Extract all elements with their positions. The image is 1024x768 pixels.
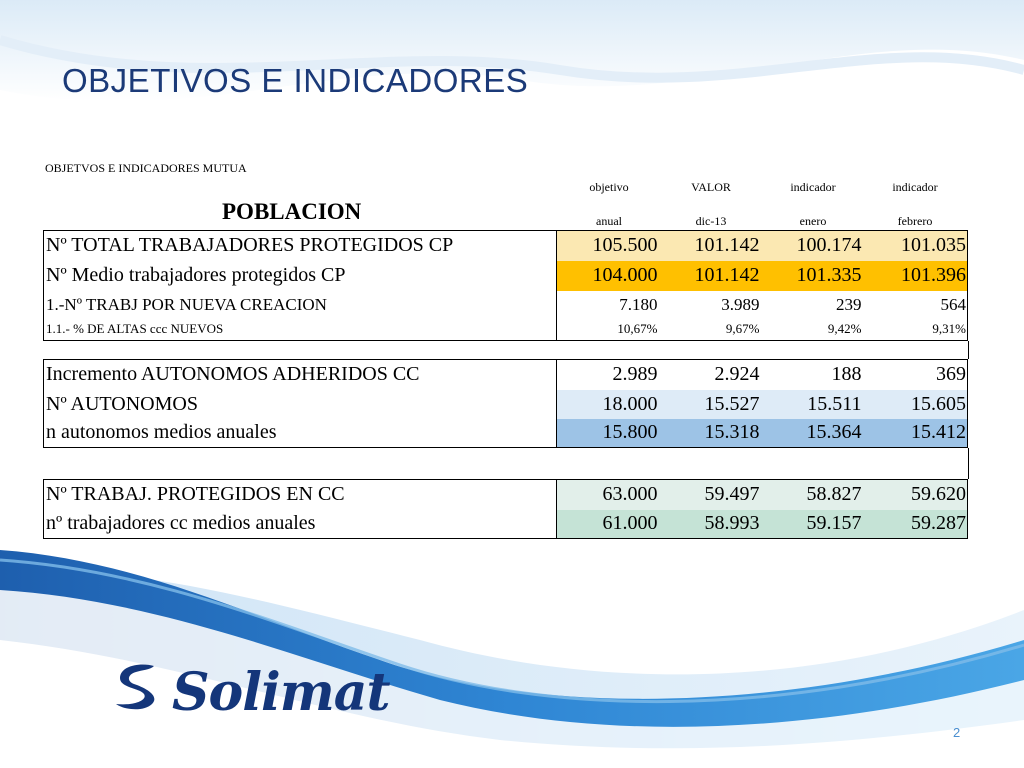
col-header-1-line1: objetivo — [589, 180, 629, 194]
row-label: Nº AUTONOMOS — [43, 389, 557, 419]
cell-valor: 3.989 — [721, 294, 760, 314]
row-label: 1.-Nº TRABJ POR NUEVA CREACION — [43, 290, 557, 319]
col-header-4-line2: febrero — [897, 214, 933, 228]
cell-enero: 15.511 — [760, 389, 863, 419]
table-group-autonomos: Incremento AUTONOMOS ADHERIDOS CC 2.989 … — [43, 359, 968, 448]
cell-valor: 9,67% — [658, 318, 761, 341]
cell-valor: 59.497 — [658, 479, 761, 510]
solimat-s-logo-icon — [116, 664, 155, 710]
table-gap — [43, 341, 969, 359]
table-row: Incremento AUTONOMOS ADHERIDOS CC 2.989 … — [43, 359, 968, 390]
cell-febrero: 369 — [862, 359, 968, 390]
cell-febrero: 101.396 — [862, 260, 968, 291]
cell-objetivo: 61.000 — [556, 509, 659, 539]
cell-enero: 58.827 — [760, 479, 863, 510]
table-row: Nº Medio trabajadores protegidos CP 104.… — [43, 260, 968, 291]
row-label: Nº TRABAJ. PROTEGIDOS EN CC — [43, 479, 557, 510]
table-subtitle: OBJETVOS E INDICADORES MUTUA — [45, 161, 247, 175]
table-row: n autonomos medios anuales 15.800 15.318… — [43, 418, 968, 448]
cell-enero: 9,42% — [760, 318, 863, 341]
cell-objetivo: 105.500 — [556, 230, 659, 261]
col-header-2-line1: VALOR — [691, 180, 731, 194]
page-number: 2 — [953, 725, 961, 740]
cell-enero: 101.335 — [760, 260, 863, 291]
row-label: 1.1.- % DE ALTAS ccc NUEVOS — [43, 318, 557, 341]
cell-febrero: 15.412 — [862, 418, 968, 448]
row-label: Nº TOTAL TRABAJADORES PROTEGIDOS CP — [43, 230, 557, 261]
cell-objetivo: 2.989 — [556, 359, 659, 390]
cell-febrero: 101.035 — [862, 230, 968, 261]
row-label: n autonomos medios anuales — [43, 418, 557, 448]
page-title: OBJETIVOS E INDICADORES — [62, 62, 529, 99]
cell-objetivo: 63.000 — [556, 479, 659, 510]
cell-objetivo: 18.000 — [556, 389, 659, 419]
cell-objetivo: 7.180 — [619, 294, 658, 314]
table-row: Nº TRABAJ. PROTEGIDOS EN CC 63.000 59.49… — [43, 479, 968, 510]
col-header-3-line1: indicador — [790, 180, 836, 194]
cell-febrero: 59.620 — [862, 479, 968, 510]
cell-febrero: 59.287 — [862, 509, 968, 539]
col-header-1-line2: anual — [596, 214, 622, 228]
cell-valor: 15.318 — [658, 418, 761, 448]
cell-enero: 239 — [836, 294, 862, 314]
col-header-4-line1: indicador — [892, 180, 938, 194]
section-label: POBLACION — [222, 199, 362, 224]
table-group-cc: Nº TRABAJ. PROTEGIDOS EN CC 63.000 59.49… — [43, 479, 968, 539]
table-row: nº trabajadores cc medios anuales 61.000… — [43, 509, 968, 539]
cell-enero: 188 — [760, 359, 863, 390]
col-header-2-line2: dic-13 — [695, 214, 727, 228]
row-label: nº trabajadores cc medios anuales — [43, 509, 557, 539]
cell-valor: 58.993 — [658, 509, 761, 539]
cell-enero: 15.364 — [760, 418, 863, 448]
cell-valor: 15.527 — [658, 389, 761, 419]
cell-enero: 100.174 — [760, 230, 863, 261]
cell-febrero: 564 — [862, 290, 968, 319]
table-row: Nº TOTAL TRABAJADORES PROTEGIDOS CP 105.… — [43, 230, 968, 261]
table-row: Nº AUTONOMOS 18.000 15.527 15.511 15.605 — [43, 389, 968, 419]
table-row: 1.1.- % DE ALTAS ccc NUEVOS 10,67% 9,67%… — [43, 318, 968, 341]
cell-enero: 59.157 — [760, 509, 863, 539]
cell-valor: 101.142 — [658, 230, 761, 261]
logo-wordmark: Solimat — [172, 662, 390, 723]
cell-valor: 2.924 — [658, 359, 761, 390]
table-row: 1.-Nº TRABJ POR NUEVA CREACION 7.180 3.9… — [43, 290, 968, 319]
cell-objetivo: 15.800 — [556, 418, 659, 448]
cell-valor: 101.142 — [658, 260, 761, 291]
table-group-population: Nº TOTAL TRABAJADORES PROTEGIDOS CP 105.… — [43, 230, 968, 341]
cell-objetivo: 104.000 — [556, 260, 659, 291]
cell-objetivo: 10,67% — [556, 318, 659, 341]
cell-febrero: 9,31% — [862, 318, 968, 341]
row-label: Incremento AUTONOMOS ADHERIDOS CC — [43, 359, 557, 390]
col-header-3-line2: enero — [799, 214, 827, 228]
table-gap — [43, 448, 969, 479]
cell-febrero: 15.605 — [862, 389, 968, 419]
row-label: Nº Medio trabajadores protegidos CP — [43, 260, 557, 291]
